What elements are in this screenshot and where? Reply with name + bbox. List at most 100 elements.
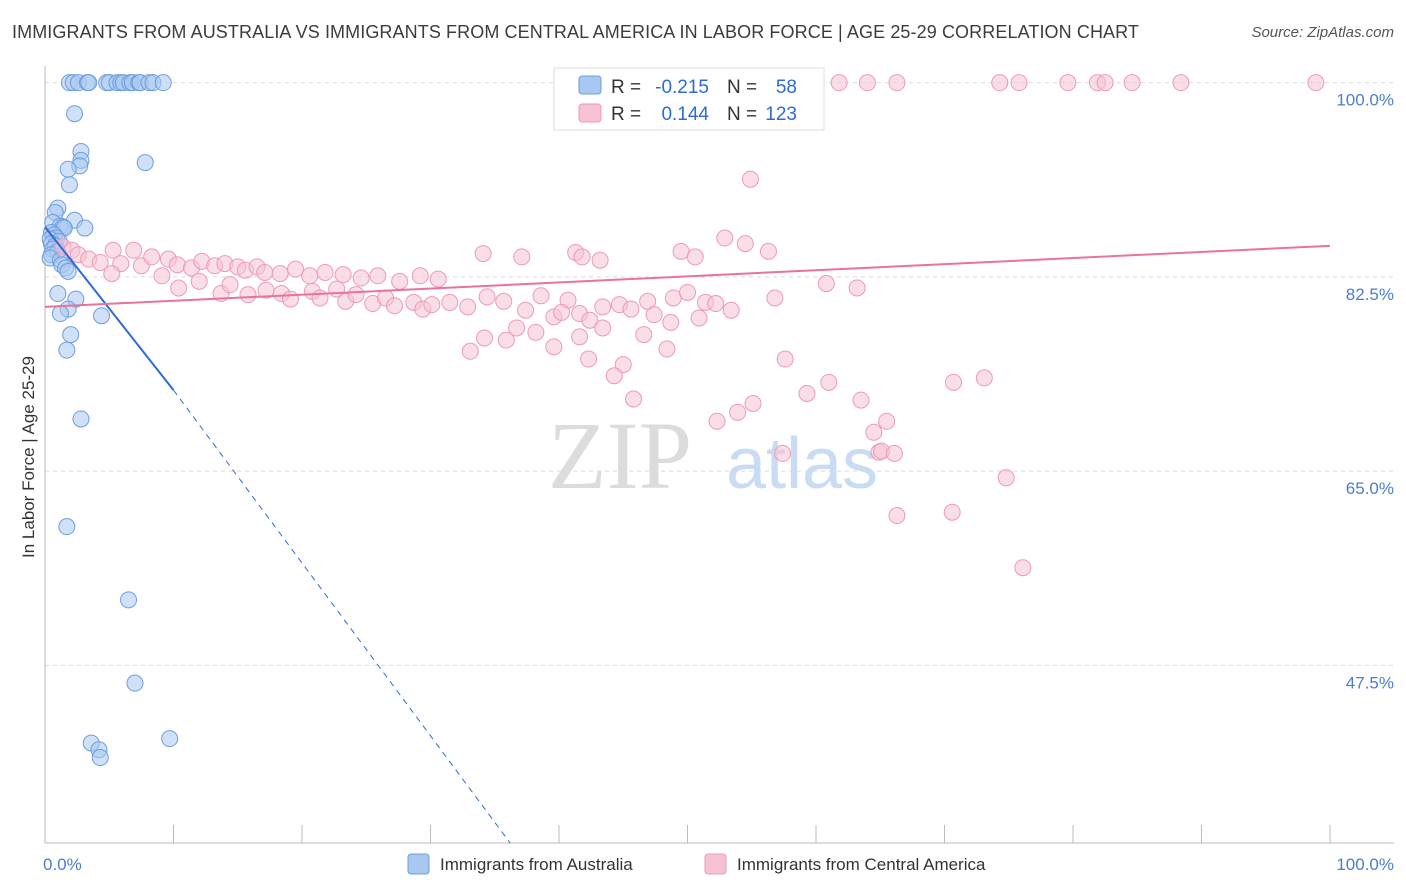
point-central-america bbox=[852, 391, 870, 409]
point-central-america bbox=[391, 272, 409, 290]
watermark-atlas: atlas bbox=[726, 424, 878, 504]
point-central-america bbox=[347, 286, 365, 304]
series-central-america-points bbox=[54, 74, 1325, 577]
point-central-america bbox=[527, 323, 545, 341]
point-australia bbox=[136, 154, 154, 172]
point-australia bbox=[60, 176, 78, 194]
point-central-america bbox=[774, 444, 792, 462]
point-australia bbox=[58, 518, 76, 536]
point-central-america bbox=[1014, 559, 1032, 577]
point-central-america bbox=[975, 369, 993, 387]
point-central-america bbox=[478, 288, 496, 306]
point-central-america bbox=[495, 292, 513, 310]
point-central-america bbox=[411, 267, 429, 285]
point-central-america bbox=[281, 290, 299, 308]
bottom-legend: Immigrants from Australia Immigrants fro… bbox=[407, 853, 986, 875]
stats-n-label-australia: N = bbox=[727, 77, 757, 98]
gridlines bbox=[45, 82, 1394, 666]
point-central-america bbox=[591, 251, 609, 269]
watermark-zip: ZIP bbox=[548, 402, 692, 509]
point-central-america bbox=[672, 242, 690, 260]
point-australia bbox=[91, 749, 109, 767]
point-central-america bbox=[517, 301, 535, 319]
trend-line-australia bbox=[44, 226, 175, 391]
point-central-america bbox=[594, 298, 612, 316]
point-central-america bbox=[1172, 74, 1190, 92]
point-central-america bbox=[1307, 74, 1325, 92]
point-central-america bbox=[658, 340, 676, 358]
point-australia bbox=[62, 326, 80, 344]
point-central-america bbox=[311, 289, 329, 307]
point-central-america bbox=[369, 267, 387, 285]
point-central-america bbox=[153, 267, 171, 285]
point-central-america bbox=[256, 263, 274, 281]
point-central-america bbox=[461, 342, 479, 360]
point-central-america bbox=[744, 394, 762, 412]
series-australia-points bbox=[41, 74, 179, 767]
point-central-america bbox=[168, 256, 186, 274]
stats-r-label-australia: R = bbox=[611, 77, 641, 98]
stats-r-label-central-america: R = bbox=[611, 104, 641, 125]
point-central-america bbox=[686, 248, 704, 266]
point-central-america bbox=[820, 373, 838, 391]
stats-n-value-australia: 58 bbox=[776, 77, 797, 98]
point-central-america bbox=[708, 412, 726, 430]
tick-labels: 100.0% 82.5% 65.0% 47.5% 0.0% 100.0% bbox=[43, 91, 1394, 874]
point-central-america bbox=[943, 503, 961, 521]
point-central-america bbox=[441, 293, 459, 311]
point-central-america bbox=[798, 384, 816, 402]
trend-line-central-america bbox=[44, 244, 1331, 308]
point-central-america bbox=[817, 275, 835, 293]
point-central-america bbox=[352, 269, 370, 287]
point-australia bbox=[58, 341, 76, 359]
y-tick-label: 82.5% bbox=[1346, 285, 1394, 304]
legend-label-central-america: Immigrants from Central America bbox=[737, 855, 986, 874]
point-central-america bbox=[190, 272, 208, 290]
y-tick-label: 65.0% bbox=[1346, 479, 1394, 498]
point-central-america bbox=[271, 265, 289, 283]
point-central-america bbox=[1123, 74, 1141, 92]
point-central-america bbox=[239, 286, 257, 304]
point-central-america bbox=[497, 331, 515, 349]
point-central-america bbox=[104, 241, 122, 259]
watermark: ZIP atlas bbox=[548, 402, 878, 509]
y-tick-label: 47.5% bbox=[1346, 673, 1394, 692]
point-central-america bbox=[170, 279, 188, 297]
point-central-america bbox=[386, 297, 404, 315]
point-central-america bbox=[103, 265, 121, 283]
point-central-america bbox=[741, 170, 759, 188]
point-central-america bbox=[707, 295, 725, 313]
point-australia bbox=[154, 74, 172, 92]
stats-r-value-australia: -0.215 bbox=[655, 77, 709, 98]
point-central-america bbox=[221, 276, 239, 294]
x-tick-label: 100.0% bbox=[1336, 855, 1394, 874]
point-central-america bbox=[459, 298, 477, 316]
point-australia bbox=[59, 160, 77, 178]
point-central-america bbox=[759, 242, 777, 260]
point-australia bbox=[66, 105, 84, 123]
point-central-america bbox=[614, 356, 632, 374]
point-central-america bbox=[508, 319, 526, 337]
point-central-america bbox=[475, 329, 493, 347]
point-australia bbox=[161, 730, 179, 748]
point-central-america bbox=[545, 338, 563, 356]
point-australia bbox=[120, 591, 138, 609]
legend-label-australia: Immigrants from Australia bbox=[440, 855, 633, 874]
point-central-america bbox=[287, 260, 305, 278]
point-central-america bbox=[513, 248, 531, 266]
point-central-america bbox=[125, 241, 143, 259]
point-central-america bbox=[301, 267, 319, 285]
point-central-america bbox=[553, 303, 571, 321]
point-central-america bbox=[423, 296, 441, 314]
point-central-america bbox=[991, 74, 1009, 92]
point-central-america bbox=[625, 390, 643, 408]
point-central-america bbox=[91, 253, 109, 271]
source-note: Source: ZipAtlas.com bbox=[1251, 24, 1394, 41]
point-central-america bbox=[645, 306, 663, 324]
y-axis-label: In Labor Force | Age 25-29 bbox=[19, 356, 38, 558]
point-central-america bbox=[766, 289, 784, 307]
point-central-america bbox=[594, 319, 612, 337]
point-central-america bbox=[143, 248, 161, 266]
legend-swatch-australia bbox=[407, 853, 430, 875]
